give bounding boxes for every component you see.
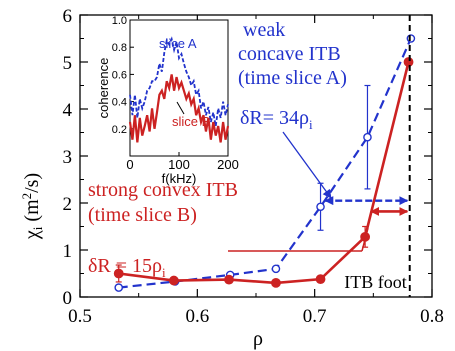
main-axes: 0.5 0.6 0.7 0.8 0 1 2 3 4 5 6 xyxy=(63,6,444,327)
inset-x-tick-label: 0 xyxy=(126,157,133,172)
inset-x-tick-label: 100 xyxy=(168,157,190,172)
y-tick-label: 4 xyxy=(63,100,73,121)
inset-legend-b-pointer xyxy=(176,101,185,115)
y-tick-label: 3 xyxy=(63,147,73,168)
delta-r-a-leader xyxy=(282,131,332,199)
data-point-b xyxy=(224,274,234,285)
itb-foot-label-bg xyxy=(334,272,409,292)
inset-y-tick-label: 0.2 xyxy=(112,124,127,136)
inset-y-tick-label: 0.6 xyxy=(112,69,127,81)
data-point-b xyxy=(113,268,124,279)
strong-itb-text: (time slice B) xyxy=(88,204,197,226)
inset-x-label: f(kHz) xyxy=(162,171,197,186)
weak-itb-text: weak xyxy=(243,19,285,41)
x-tick-label: 0.5 xyxy=(68,306,92,327)
inset-legend-a: slice A xyxy=(159,36,197,51)
strong-itb-text: strong convex ITB xyxy=(88,179,238,201)
data-point-b xyxy=(315,274,326,285)
data-point-a xyxy=(363,132,372,142)
inset-y-tick-label: 0.8 xyxy=(112,42,127,54)
inset-coherence-plot: 0 100 200 0.2 0.4 0.6 0.8 1.0 slice A slice B cohe… xyxy=(96,15,239,186)
y-tick-label: 5 xyxy=(63,53,73,74)
inset-series-b xyxy=(128,74,230,143)
y-tick-label: 0 xyxy=(63,288,73,309)
x-tick-label: 0.7 xyxy=(303,306,327,327)
y-axis-label: χi (m2/s) xyxy=(19,173,45,240)
y-tick-label: 2 xyxy=(63,194,73,215)
data-point-b xyxy=(403,57,414,67)
data-point-a xyxy=(271,264,281,274)
data-point-b xyxy=(168,275,179,286)
inset-x-tick-label: 200 xyxy=(217,157,239,172)
inset-legend-b: slice B xyxy=(172,114,210,129)
data-point-a xyxy=(316,202,325,212)
delta-r-b-leader xyxy=(361,227,369,252)
data-point-b xyxy=(271,277,281,288)
weak-itb-text: concave ITB xyxy=(238,43,341,65)
itb-foot-label: ITB foot xyxy=(344,272,407,292)
y-tick-label: 1 xyxy=(63,241,73,262)
x-tick-label: 0.8 xyxy=(420,306,444,327)
x-tick-label: 0.6 xyxy=(185,306,209,327)
inset-series-a xyxy=(129,36,229,127)
x-axis-label: ρ xyxy=(253,328,263,350)
inset-y-tick-label: 1.0 xyxy=(112,15,127,27)
inset-y-label: coherence xyxy=(96,58,111,119)
delta-r-a-label: δR= 34ρi xyxy=(240,107,313,132)
data-point-a xyxy=(406,34,416,43)
delta-r-b-label: δR = 15ρi xyxy=(88,255,166,280)
data-point-a xyxy=(114,283,124,292)
weak-itb-text: (time slice A) xyxy=(238,67,347,89)
y-tick-label: 6 xyxy=(63,6,73,27)
inset-y-tick-label: 0.4 xyxy=(112,97,127,109)
